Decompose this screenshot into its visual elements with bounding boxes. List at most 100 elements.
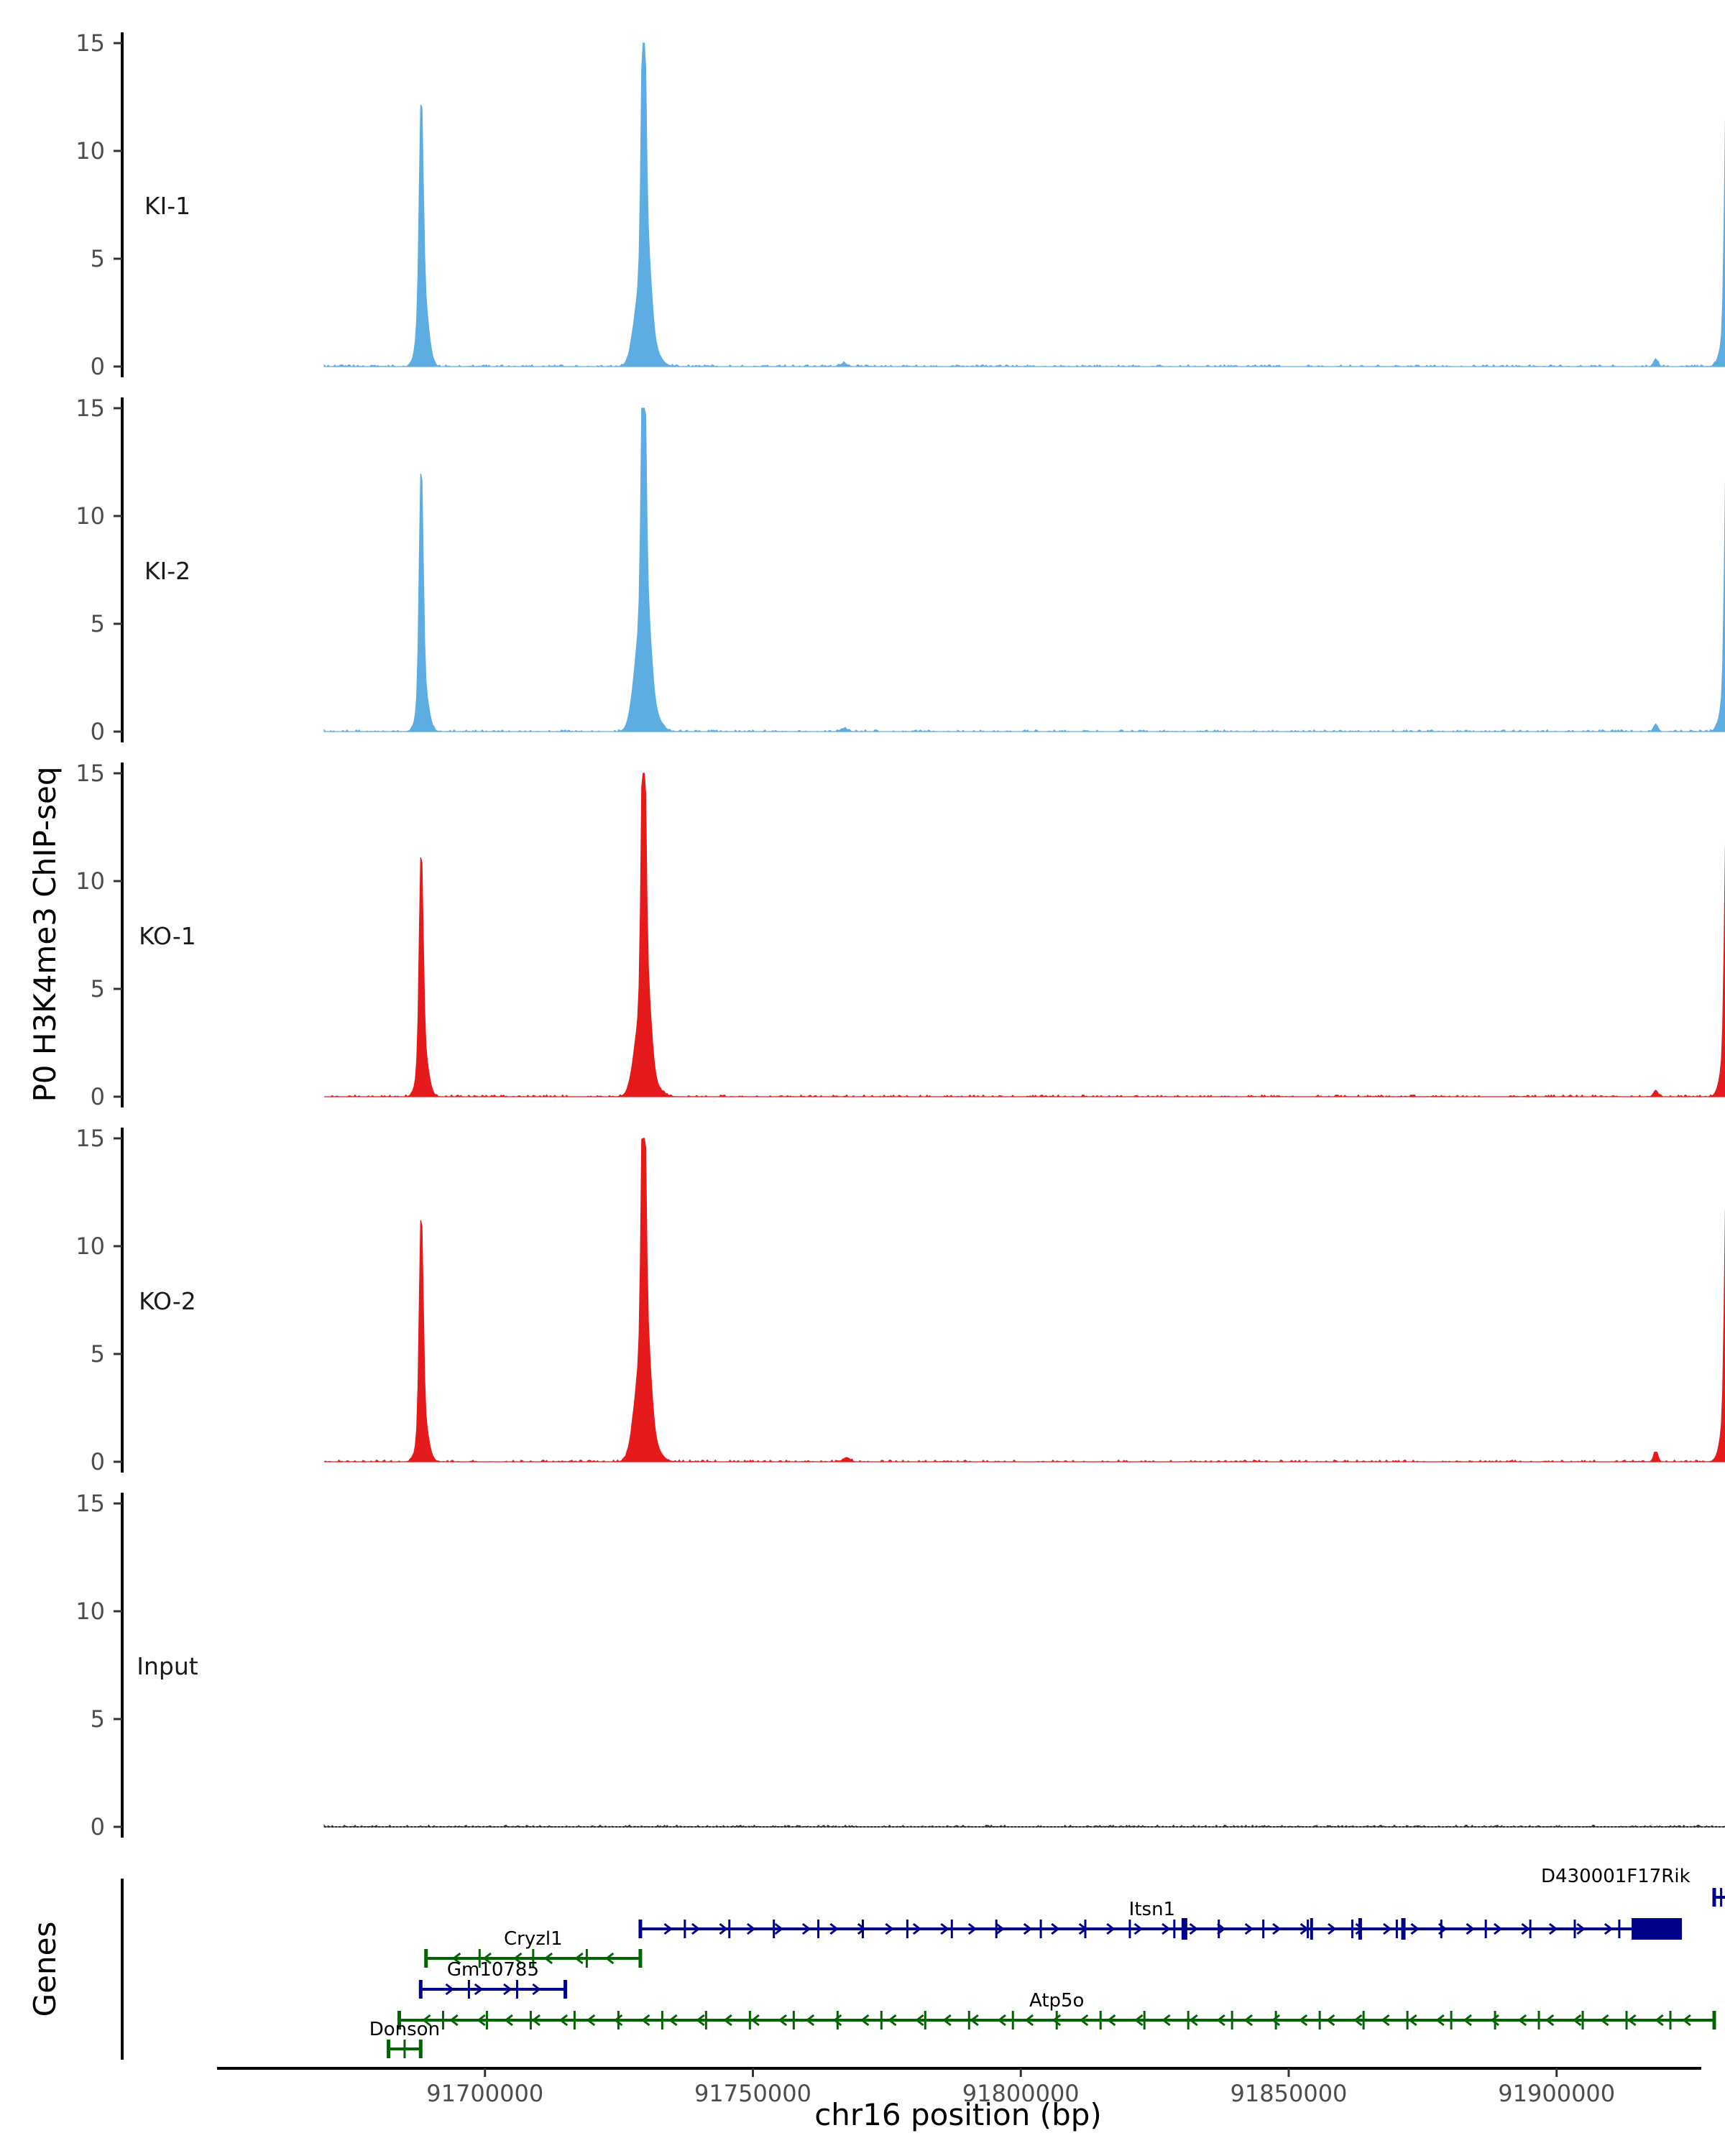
exon xyxy=(924,2011,926,2030)
strand-chevron xyxy=(1271,2014,1281,2027)
strand-chevron xyxy=(1410,1922,1420,1935)
strand-chevron xyxy=(1133,1922,1144,1935)
track-label: KO-1 xyxy=(139,922,196,950)
track-label: KI-1 xyxy=(144,192,190,220)
strand-chevron xyxy=(613,2014,623,2027)
strand-chevron xyxy=(504,2014,513,2027)
strand-chevron xyxy=(1023,1922,1033,1935)
strand-chevron xyxy=(967,1922,978,1935)
strand-chevron xyxy=(477,2014,486,2027)
strand-chevron xyxy=(1134,2014,1144,2027)
strand-chevron xyxy=(663,1922,673,1935)
exon xyxy=(1712,2011,1716,2030)
strand-chevron xyxy=(832,2014,842,2027)
strand-chevron xyxy=(445,1983,454,1996)
exon xyxy=(661,2011,663,2030)
strand-chevron xyxy=(1244,1922,1254,1935)
exon xyxy=(585,1949,588,1968)
exon xyxy=(1529,1920,1532,1938)
strand-chevron xyxy=(1162,2014,1171,2027)
strand-chevron xyxy=(422,2014,431,2027)
strand-chevron xyxy=(1216,2014,1225,2027)
gene-cryzl1: Cryzl1 xyxy=(424,1928,643,1968)
exon xyxy=(1099,2011,1102,2030)
gene-d430001f17rik: D430001F17Rik xyxy=(1541,1866,1725,1907)
strand-chevron xyxy=(1572,2014,1582,2027)
y-tick-label: 5 xyxy=(91,1340,105,1368)
exon xyxy=(387,2040,391,2058)
strand-chevron xyxy=(482,1952,492,1965)
strand-chevron xyxy=(1576,1922,1586,1935)
gene-label: Donson xyxy=(369,2019,440,2040)
y-axis-title: P0 H3K4me3 ChIP-seq xyxy=(27,766,63,1102)
track-label: Input xyxy=(137,1652,198,1680)
track-ko-2: 0 5 10 15 KO-2 xyxy=(75,1125,1725,1475)
strand-chevron xyxy=(805,2014,815,2027)
exon xyxy=(638,1949,643,1968)
y-tick-label: 5 xyxy=(91,610,105,637)
exon xyxy=(397,2011,401,2030)
strand-chevron xyxy=(691,1922,701,1935)
exon xyxy=(1537,2011,1540,2030)
exon xyxy=(564,1980,568,1999)
strand-chevron xyxy=(1463,2014,1472,2027)
gene-gm10785: Gm10785 xyxy=(418,1959,568,1999)
y-tick-label: 0 xyxy=(91,1448,105,1475)
y-tick-label: 15 xyxy=(75,760,105,787)
exon xyxy=(836,2011,839,2030)
exon xyxy=(1274,2011,1277,2030)
gene-donson: Donson xyxy=(369,2019,440,2058)
strand-chevron xyxy=(1655,2014,1664,2027)
y-tick-label: 0 xyxy=(91,1083,105,1110)
y-tick-label: 0 xyxy=(91,718,105,745)
x-tick-label: 91900000 xyxy=(1498,2080,1615,2107)
strand-chevron xyxy=(604,1952,615,1965)
strand-chevron xyxy=(513,1952,523,1965)
exon xyxy=(861,1920,864,1938)
exon xyxy=(424,1949,428,1968)
strand-chevron xyxy=(915,2014,924,2027)
exon xyxy=(950,1920,953,1938)
exon xyxy=(529,2011,532,2030)
strand-chevron xyxy=(885,1922,894,1935)
strand-chevron xyxy=(1272,1922,1282,1935)
strand-chevron xyxy=(1162,1922,1171,1935)
exon xyxy=(748,2011,751,2030)
strand-chevron xyxy=(474,1983,484,1996)
strand-chevron xyxy=(1051,1922,1060,1935)
strand-chevron xyxy=(1107,2014,1116,2027)
strand-chevron xyxy=(1466,1922,1475,1935)
track-ki-2: 0 5 10 15 KI-2 xyxy=(75,395,1725,745)
exon xyxy=(418,2040,423,2058)
strand-chevron xyxy=(940,1922,949,1935)
strand-chevron xyxy=(970,2014,979,2027)
exon xyxy=(532,1949,535,1968)
strand-chevron xyxy=(801,1922,811,1935)
strand-chevron xyxy=(532,1983,541,1996)
exon xyxy=(817,1920,820,1938)
y-tick-label: 10 xyxy=(75,137,105,165)
strand-chevron xyxy=(1435,2014,1445,2027)
x-tick-label: 91700000 xyxy=(426,2080,543,2107)
strand-chevron xyxy=(912,1922,922,1935)
strand-chevron xyxy=(997,2014,1006,2027)
strand-chevron xyxy=(1548,1922,1558,1935)
track-ki-1: 0 5 10 15 KI-1 xyxy=(75,29,1725,380)
strand-chevron xyxy=(1052,2014,1062,2027)
strand-chevron xyxy=(1325,2014,1335,2027)
exon xyxy=(684,1920,686,1938)
exon xyxy=(1230,2011,1233,2030)
y-tick-label: 10 xyxy=(75,502,105,530)
exon xyxy=(967,2011,970,2030)
exon xyxy=(638,1920,643,1938)
exon xyxy=(403,2040,406,2058)
exon xyxy=(1011,2011,1014,2030)
strand-chevron xyxy=(558,2014,569,2027)
x-axis-title: chr16 position (bp) xyxy=(814,2097,1102,2132)
y-tick-label: 10 xyxy=(75,867,105,895)
strand-chevron xyxy=(1383,1922,1392,1935)
exon xyxy=(1262,1920,1265,1938)
exon xyxy=(773,1920,776,1938)
strand-chevron xyxy=(1627,2014,1637,2027)
exon xyxy=(1401,1918,1406,1940)
